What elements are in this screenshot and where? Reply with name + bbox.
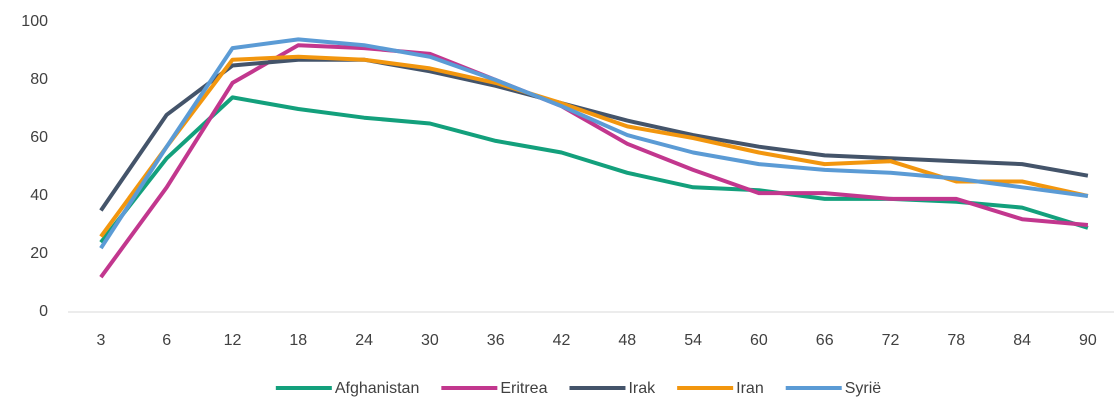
y-tick-label: 40 — [30, 187, 48, 204]
x-tick-label: 78 — [947, 332, 965, 349]
x-tick-label: 90 — [1079, 332, 1097, 349]
x-tick-label: 60 — [750, 332, 768, 349]
y-tick-label: 100 — [21, 13, 48, 30]
y-tick-label: 80 — [30, 71, 48, 88]
legend-label: Irak — [628, 380, 656, 397]
x-tick-label: 30 — [421, 332, 439, 349]
x-tick-label: 12 — [224, 332, 242, 349]
legend-label: Syrië — [845, 380, 882, 397]
legend-label: Iran — [736, 380, 764, 397]
x-tick-label: 84 — [1013, 332, 1031, 349]
x-tick-label: 72 — [882, 332, 900, 349]
x-tick-label: 48 — [618, 332, 636, 349]
series-line — [99, 57, 1089, 212]
y-tick-label: 60 — [30, 129, 48, 146]
x-tick-label: 3 — [96, 332, 105, 349]
legend-label: Afghanistan — [335, 380, 420, 397]
x-tick-label: 36 — [487, 332, 505, 349]
legend-label: Eritrea — [500, 380, 547, 397]
x-tick-label: 24 — [355, 332, 373, 349]
series-line — [99, 37, 1089, 250]
x-tick-label: 42 — [553, 332, 571, 349]
x-tick-label: 54 — [684, 332, 702, 349]
x-tick-label: 18 — [289, 332, 307, 349]
series-line — [99, 54, 1089, 238]
y-tick-label: 0 — [39, 303, 48, 320]
x-tick-label: 66 — [816, 332, 834, 349]
x-tick-label: 6 — [162, 332, 171, 349]
y-tick-label: 20 — [30, 245, 48, 262]
